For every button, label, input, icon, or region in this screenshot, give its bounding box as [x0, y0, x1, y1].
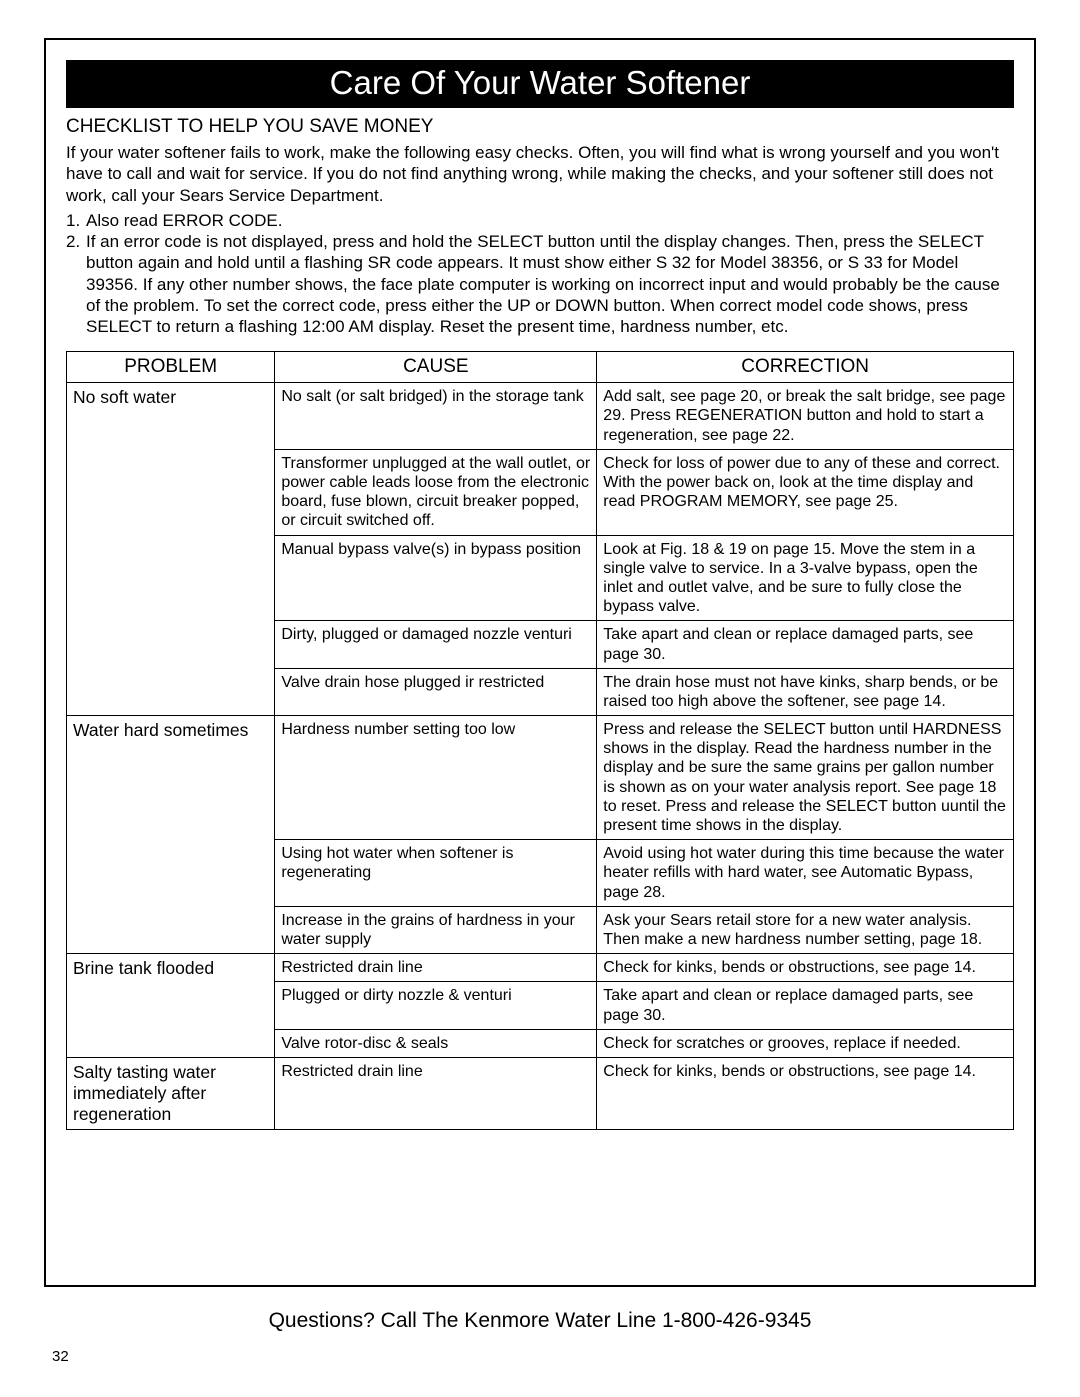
correction-cell: Take apart and clean or replace damaged …: [597, 621, 1014, 668]
page-number: 32: [52, 1348, 69, 1365]
table-row: Water hard sometimesHardness number sett…: [67, 716, 1014, 840]
correction-cell: The drain hose must not have kinks, shar…: [597, 668, 1014, 715]
cause-cell: Dirty, plugged or damaged nozzle venturi: [275, 621, 597, 668]
correction-cell: Check for loss of power due to any of th…: [597, 449, 1014, 535]
problem-cell: Water hard sometimes: [67, 716, 275, 954]
table-header-row: PROBLEMCAUSECORRECTION: [67, 352, 1014, 383]
correction-cell: Look at Fig. 18 & 19 on page 15. Move th…: [597, 535, 1014, 621]
correction-cell: Check for scratches or grooves, replace …: [597, 1029, 1014, 1057]
troubleshooting-table: PROBLEMCAUSECORRECTION No soft waterNo s…: [66, 351, 1014, 1130]
correction-cell: Check for kinks, bends or obstructions, …: [597, 954, 1014, 982]
table-header-cell: PROBLEM: [67, 352, 275, 383]
cause-cell: Manual bypass valve(s) in bypass positio…: [275, 535, 597, 621]
step-item: 2.If an error code is not displayed, pre…: [66, 231, 1014, 337]
step-text: If an error code is not displayed, press…: [86, 231, 1014, 337]
page-title: Care Of Your Water Softener: [66, 60, 1014, 108]
problem-cell: Brine tank flooded: [67, 954, 275, 1058]
step-item: 1.Also read ERROR CODE.: [66, 210, 1014, 231]
footer-line: Questions? Call The Kenmore Water Line 1…: [0, 1309, 1080, 1333]
cause-cell: Restricted drain line: [275, 1057, 597, 1129]
correction-cell: Check for kinks, bends or obstructions, …: [597, 1057, 1014, 1129]
cause-cell: Valve rotor-disc & seals: [275, 1029, 597, 1057]
step-text: Also read ERROR CODE.: [86, 210, 1014, 231]
problem-cell: No soft water: [67, 383, 275, 716]
intro-paragraph: If your water softener fails to work, ma…: [66, 142, 1014, 206]
page-frame: Care Of Your Water Softener CHECKLIST TO…: [44, 38, 1036, 1287]
cause-cell: Valve drain hose plugged ir restricted: [275, 668, 597, 715]
numbered-steps: 1.Also read ERROR CODE.2.If an error cod…: [66, 210, 1014, 338]
table-header-cell: CORRECTION: [597, 352, 1014, 383]
correction-cell: Add salt, see page 20, or break the salt…: [597, 383, 1014, 450]
table-row: No soft waterNo salt (or salt bridged) i…: [67, 383, 1014, 450]
table-row: Brine tank floodedRestricted drain lineC…: [67, 954, 1014, 982]
cause-cell: Transformer unplugged at the wall outlet…: [275, 449, 597, 535]
correction-cell: Ask your Sears retail store for a new wa…: [597, 906, 1014, 953]
cause-cell: Hardness number setting too low: [275, 716, 597, 840]
cause-cell: Plugged or dirty nozzle & venturi: [275, 982, 597, 1029]
cause-cell: Restricted drain line: [275, 954, 597, 982]
cause-cell: Using hot water when softener is regener…: [275, 840, 597, 907]
table-header-cell: CAUSE: [275, 352, 597, 383]
correction-cell: Avoid using hot water during this time b…: [597, 840, 1014, 907]
step-number: 2.: [66, 231, 86, 337]
step-number: 1.: [66, 210, 86, 231]
section-subtitle: CHECKLIST TO HELP YOU SAVE MONEY: [66, 116, 1014, 138]
correction-cell: Take apart and clean or replace damaged …: [597, 982, 1014, 1029]
problem-cell: Salty tasting water immediately after re…: [67, 1057, 275, 1129]
cause-cell: Increase in the grains of hardness in yo…: [275, 906, 597, 953]
table-body: No soft waterNo salt (or salt bridged) i…: [67, 383, 1014, 1130]
cause-cell: No salt (or salt bridged) in the storage…: [275, 383, 597, 450]
table-row: Salty tasting water immediately after re…: [67, 1057, 1014, 1129]
correction-cell: Press and release the SELECT button unti…: [597, 716, 1014, 840]
